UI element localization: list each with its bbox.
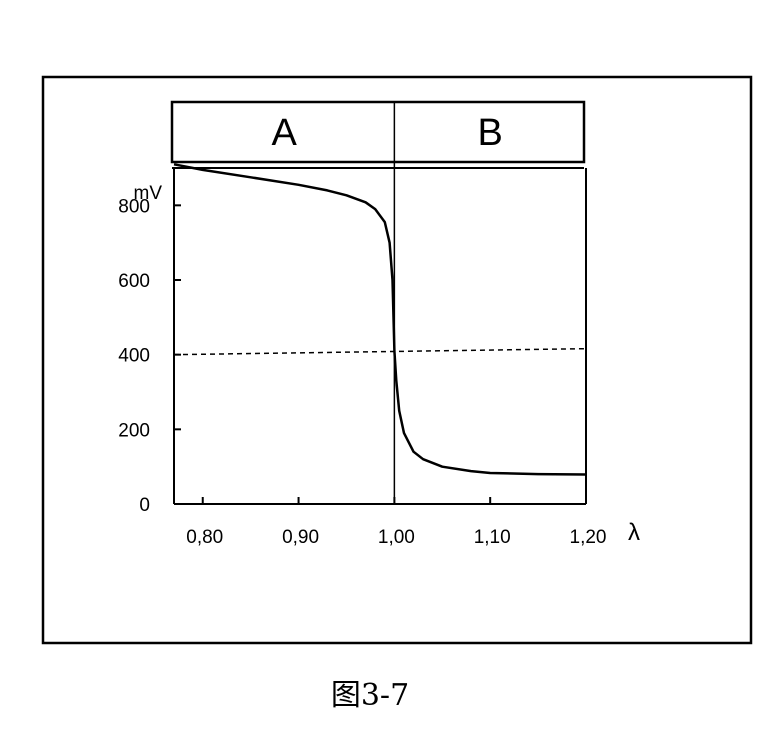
y-unit-label: mV	[134, 183, 163, 204]
figure-caption: 图3-7	[331, 678, 409, 713]
x-tick-label: 1,00	[378, 527, 415, 548]
x-tick-label: 0,90	[282, 527, 319, 548]
x-tick-label: 1,10	[474, 527, 511, 548]
y-tick-label: 400	[118, 346, 150, 367]
region-header-box	[170, 100, 586, 164]
y-tick-label: 200	[118, 420, 150, 441]
y-tick-label: 0	[139, 495, 150, 516]
x-tick-label: 1,20	[570, 527, 607, 548]
sensor-voltage-curve	[173, 163, 587, 476]
region-label-b: B	[478, 112, 503, 154]
reference-dashed-line	[173, 347, 587, 356]
x-symbol-label: λ	[628, 519, 640, 546]
x-tick-label: 0,80	[186, 527, 223, 548]
figure-frame	[41, 75, 753, 645]
plot-area: mV λ A B 0 200 400 600 800 0,80 0,90 1,00 1,10 1,20	[118, 100, 640, 548]
y-tick-label: 800	[118, 196, 150, 217]
y-tick-label: 600	[118, 271, 150, 292]
region-label-a: A	[272, 112, 298, 154]
